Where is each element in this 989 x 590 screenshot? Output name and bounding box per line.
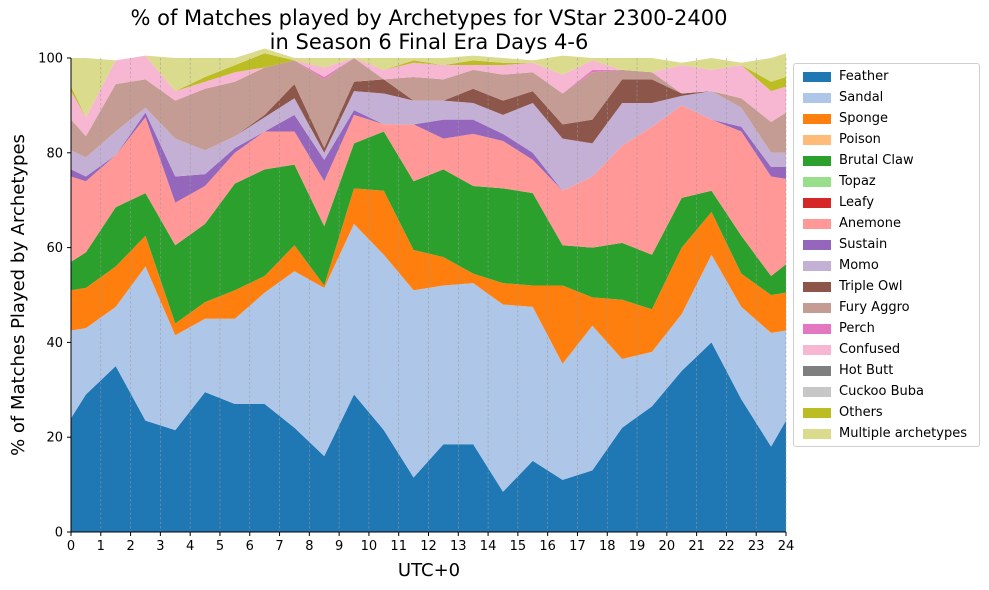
chart-title: % of Matches played by Archetypes for VS… [131, 6, 728, 54]
legend-label: Leafy [839, 195, 875, 210]
legend-item: Others [803, 402, 883, 423]
legend-item: Topaz [803, 171, 876, 192]
legend-swatch [803, 344, 831, 355]
x-axis-label: UTC+0 [398, 560, 460, 581]
area-multiple-archetypes [71, 48, 786, 118]
x-tick-label: 20 [659, 539, 676, 554]
x-tick-label: 22 [718, 539, 735, 554]
legend-label: Confused [839, 342, 901, 357]
legend-swatch [803, 428, 831, 439]
legend-item: Confused [803, 339, 900, 360]
legend-item: Poison [803, 129, 881, 150]
legend-swatch [803, 92, 831, 103]
legend-swatch [803, 113, 831, 124]
x-tick-label: 23 [748, 539, 765, 554]
legend-label: Brutal Claw [839, 153, 914, 168]
y-axis-ticks: 0 20 40 60 80 100 [38, 52, 71, 541]
legend-swatch [803, 134, 831, 145]
x-tick-label: 8 [305, 539, 313, 554]
legend-swatch [803, 239, 831, 250]
legend-label: Cuckoo Buba [839, 384, 924, 399]
legend-label: Perch [839, 321, 875, 336]
legend-swatch [803, 365, 831, 376]
legend-swatch [803, 302, 831, 313]
area-sustain [71, 105, 786, 203]
x-tick-label: 0 [67, 539, 75, 554]
y-tick-label: 20 [46, 431, 63, 446]
legend-item: Momo [803, 255, 879, 276]
x-tick-label: 11 [390, 539, 407, 554]
legend-item: Sustain [803, 234, 887, 255]
x-axis-ticks: 0 1 2 3 4 5 6 7 8 9 10 11 12 13 14 15 16 17 18 19 20 21 22 23 24 [67, 532, 794, 554]
x-tick-label: 4 [186, 539, 194, 554]
legend-swatch [803, 197, 831, 208]
x-tick-label: 9 [335, 539, 343, 554]
legend-label: Feather [839, 69, 889, 84]
legend-label: Triple Owl [839, 279, 903, 294]
legend-swatch [803, 386, 831, 397]
legend-item: Feather [803, 66, 888, 87]
x-tick-label: 6 [246, 539, 254, 554]
legend-item: Leafy [803, 192, 874, 213]
x-tick-label: 10 [361, 539, 378, 554]
legend-swatch [803, 155, 831, 166]
legend-item: Fury Aggro [803, 297, 910, 318]
x-tick-label: 5 [216, 539, 224, 554]
legend: Feather Sandal Sponge Poison Brutal Claw Topa… [793, 63, 980, 447]
legend-item: Cuckoo Buba [803, 381, 924, 402]
x-tick-label: 3 [156, 539, 164, 554]
x-tick-label: 12 [420, 539, 437, 554]
legend-label: Sandal [839, 90, 884, 105]
x-tick-label: 18 [599, 539, 616, 554]
legend-label: Multiple archetypes [839, 426, 967, 441]
legend-swatch [803, 323, 831, 334]
x-tick-label: 13 [450, 539, 467, 554]
x-tick-label: 19 [629, 539, 646, 554]
legend-swatch [803, 281, 831, 292]
legend-item: Hot Butt [803, 360, 893, 381]
legend-item: Sponge [803, 108, 888, 129]
legend-swatch [803, 176, 831, 187]
x-tick-label: 16 [539, 539, 556, 554]
y-tick-label: 100 [38, 52, 63, 67]
legend-label: Hot Butt [839, 363, 894, 378]
y-tick-label: 60 [46, 241, 63, 256]
legend-label: Topaz [839, 174, 876, 189]
legend-label: Sustain [839, 237, 888, 252]
x-tick-label: 2 [126, 539, 134, 554]
legend-item: Triple Owl [803, 276, 902, 297]
legend-item: Anemone [803, 213, 901, 234]
y-axis-label: % of Matches Played by Archetypes [8, 134, 29, 456]
legend-label: Anemone [839, 216, 901, 231]
x-tick-label: 24 [778, 539, 795, 554]
legend-item: Multiple archetypes [803, 423, 967, 444]
legend-item: Brutal Claw [803, 150, 914, 171]
x-tick-label: 15 [510, 539, 527, 554]
x-tick-label: 1 [97, 539, 105, 554]
y-tick-label: 0 [55, 526, 63, 541]
x-tick-label: 14 [480, 539, 497, 554]
legend-swatch [803, 407, 831, 418]
legend-item: Perch [803, 318, 875, 339]
area-feather [71, 342, 786, 532]
legend-label: Poison [839, 132, 881, 147]
x-tick-label: 7 [275, 539, 283, 554]
x-tick-label: 21 [688, 539, 705, 554]
legend-swatch [803, 71, 831, 82]
legend-label: Others [839, 405, 883, 420]
area-momo [71, 91, 786, 191]
legend-swatch [803, 260, 831, 271]
y-tick-label: 40 [46, 336, 63, 351]
legend-swatch [803, 218, 831, 229]
legend-label: Momo [839, 258, 879, 273]
y-tick-label: 80 [46, 146, 63, 161]
legend-label: Fury Aggro [839, 300, 910, 315]
legend-label: Sponge [839, 111, 888, 126]
x-tick-label: 17 [569, 539, 586, 554]
legend-item: Sandal [803, 87, 883, 108]
